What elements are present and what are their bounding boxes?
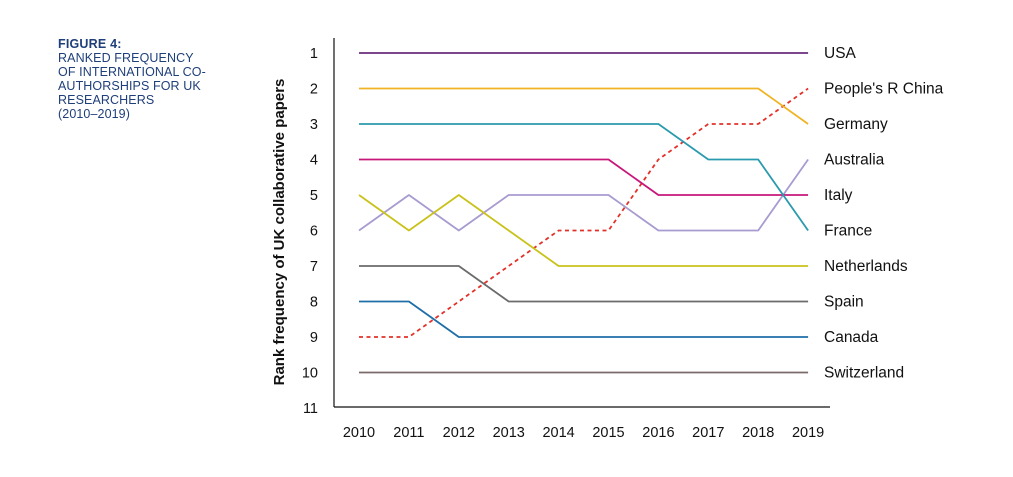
x-tick-label: 2019 <box>792 425 824 441</box>
series-label: USA <box>824 45 857 62</box>
y-tick-label: 9 <box>310 330 318 346</box>
chart-axes: 1 2 3 4 5 6 7 8 9 10 11 2010 2011 2012 2013 2014 2015 201… <box>302 38 830 441</box>
series-line <box>359 87 809 125</box>
series-label: France <box>824 223 872 240</box>
x-tick-label: 2017 <box>692 425 724 441</box>
series-label: Germany <box>824 116 888 133</box>
x-tick-label: 2014 <box>542 425 574 441</box>
series-line <box>359 300 809 338</box>
series-line <box>359 87 809 338</box>
series-label: Italy <box>824 187 853 204</box>
series-label: Canada <box>824 329 879 346</box>
y-tick-label: 2 <box>310 82 318 98</box>
y-tick-label: 5 <box>310 188 318 204</box>
y-axis-label: Rank frequency of UK collaborative paper… <box>271 79 288 386</box>
y-tick-label: 4 <box>310 153 318 169</box>
figure-caption: FIGURE 4: RANKED FREQUENCY OF INTERNATIO… <box>58 37 258 121</box>
x-tick-label: 2016 <box>642 425 674 441</box>
x-tick-label: 2012 <box>443 425 475 441</box>
series-label: Spain <box>824 294 864 311</box>
series-line <box>359 123 809 232</box>
y-tick-label: 6 <box>310 224 318 240</box>
series-label: People's R China <box>824 81 944 98</box>
series-line <box>359 265 809 303</box>
x-tick-label: 2013 <box>493 425 525 441</box>
x-tick-label: 2018 <box>742 425 774 441</box>
figure-label: FIGURE 4: <box>58 37 122 51</box>
series-line <box>358 194 809 267</box>
x-tick-label: 2015 <box>592 425 624 441</box>
y-tick-label: 10 <box>302 366 318 382</box>
y-tick-label: 8 <box>310 295 318 311</box>
series-label: Australia <box>824 152 885 169</box>
y-tick-label: 3 <box>310 117 318 133</box>
x-tick-label: 2010 <box>343 425 375 441</box>
series-line <box>359 158 809 196</box>
x-tick-label: 2011 <box>393 425 424 441</box>
series-label: Switzerland <box>824 365 904 382</box>
y-tick-label: 11 <box>303 401 318 417</box>
series-labels: USA People's R China Germany Australia Italy… <box>824 45 944 382</box>
figure-title: RANKED FREQUENCY OF INTERNATIONAL CO- AU… <box>58 51 206 121</box>
series-label: Netherlands <box>824 258 908 275</box>
y-tick-label: 1 <box>310 46 318 62</box>
y-tick-label: 7 <box>310 259 318 275</box>
series-lines <box>358 52 809 374</box>
